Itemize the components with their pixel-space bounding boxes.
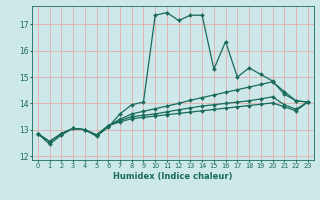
X-axis label: Humidex (Indice chaleur): Humidex (Indice chaleur) <box>113 172 233 181</box>
